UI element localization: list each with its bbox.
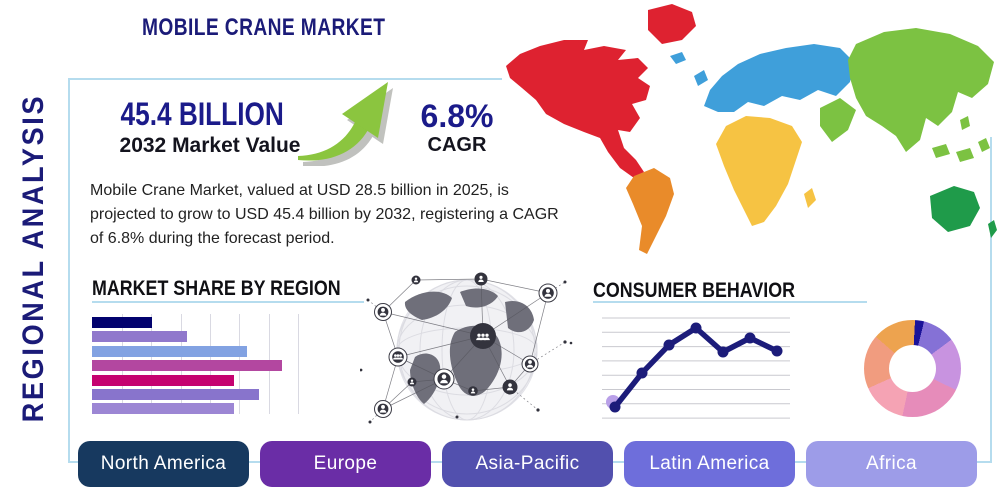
bar-chart-bar bbox=[92, 389, 259, 400]
globe-network-graphic bbox=[360, 262, 578, 434]
market-share-heading: MARKET SHARE BY REGION bbox=[92, 277, 341, 300]
region-button-africa[interactable]: Africa bbox=[806, 441, 977, 487]
description-line: projected to grow to USD 45.4 billion by… bbox=[90, 206, 559, 223]
bar-chart-bar bbox=[92, 360, 282, 372]
map-europe bbox=[670, 44, 854, 112]
region-share-donut-chart bbox=[864, 320, 961, 417]
region-button-north-america[interactable]: North America bbox=[78, 441, 249, 487]
market-share-underline bbox=[92, 301, 364, 303]
region-button-europe[interactable]: Europe bbox=[260, 441, 431, 487]
description-line: Mobile Crane Market, valued at USD 28.5 … bbox=[90, 182, 509, 199]
consumer-behavior-line-chart bbox=[600, 310, 795, 425]
bar-chart-gridline bbox=[297, 314, 299, 414]
panel-border-left bbox=[68, 78, 70, 463]
region-button-asia-pacific[interactable]: Asia-Pacific bbox=[442, 441, 613, 487]
page-title: MOBILE CRANE MARKET bbox=[142, 14, 386, 41]
region-button-latin-america[interactable]: Latin America bbox=[624, 441, 795, 487]
cagr-caption: CAGR bbox=[427, 134, 487, 156]
donut-hole bbox=[889, 345, 936, 392]
panel-border-top bbox=[68, 78, 502, 80]
bar-chart-bar bbox=[92, 331, 187, 343]
region-button-row: North America Europe Asia-Pacific Latin … bbox=[78, 441, 977, 487]
growth-arrow-icon bbox=[298, 82, 402, 166]
bar-chart-bar bbox=[92, 345, 247, 357]
map-north-america bbox=[506, 4, 696, 178]
panel-border-right bbox=[990, 137, 992, 463]
world-map bbox=[500, 0, 1000, 260]
bar-chart-bar bbox=[92, 374, 235, 386]
consumer-behavior-underline bbox=[593, 301, 867, 303]
description-line: of 6.8% during the forecast period. bbox=[90, 230, 335, 247]
market-description: Mobile Crane Market, valued at USD 28.5 … bbox=[90, 179, 559, 251]
map-asia bbox=[820, 28, 994, 162]
cagr-stat: 6.8% bbox=[420, 98, 494, 134]
market-share-bar-chart bbox=[92, 312, 304, 418]
map-africa bbox=[716, 116, 816, 226]
map-south-america bbox=[626, 168, 674, 254]
consumer-behavior-heading: CONSUMER BEHAVIOR bbox=[593, 279, 795, 302]
bar-chart-bar bbox=[92, 403, 235, 415]
bar-chart-bar bbox=[92, 317, 152, 328]
market-value-caption: 2032 Market Value bbox=[119, 134, 301, 157]
side-label-regional-analysis: REGIONAL ANALYSIS bbox=[17, 93, 50, 423]
market-value-stat: 45.4 BILLION bbox=[120, 96, 284, 132]
map-australia bbox=[930, 186, 997, 238]
